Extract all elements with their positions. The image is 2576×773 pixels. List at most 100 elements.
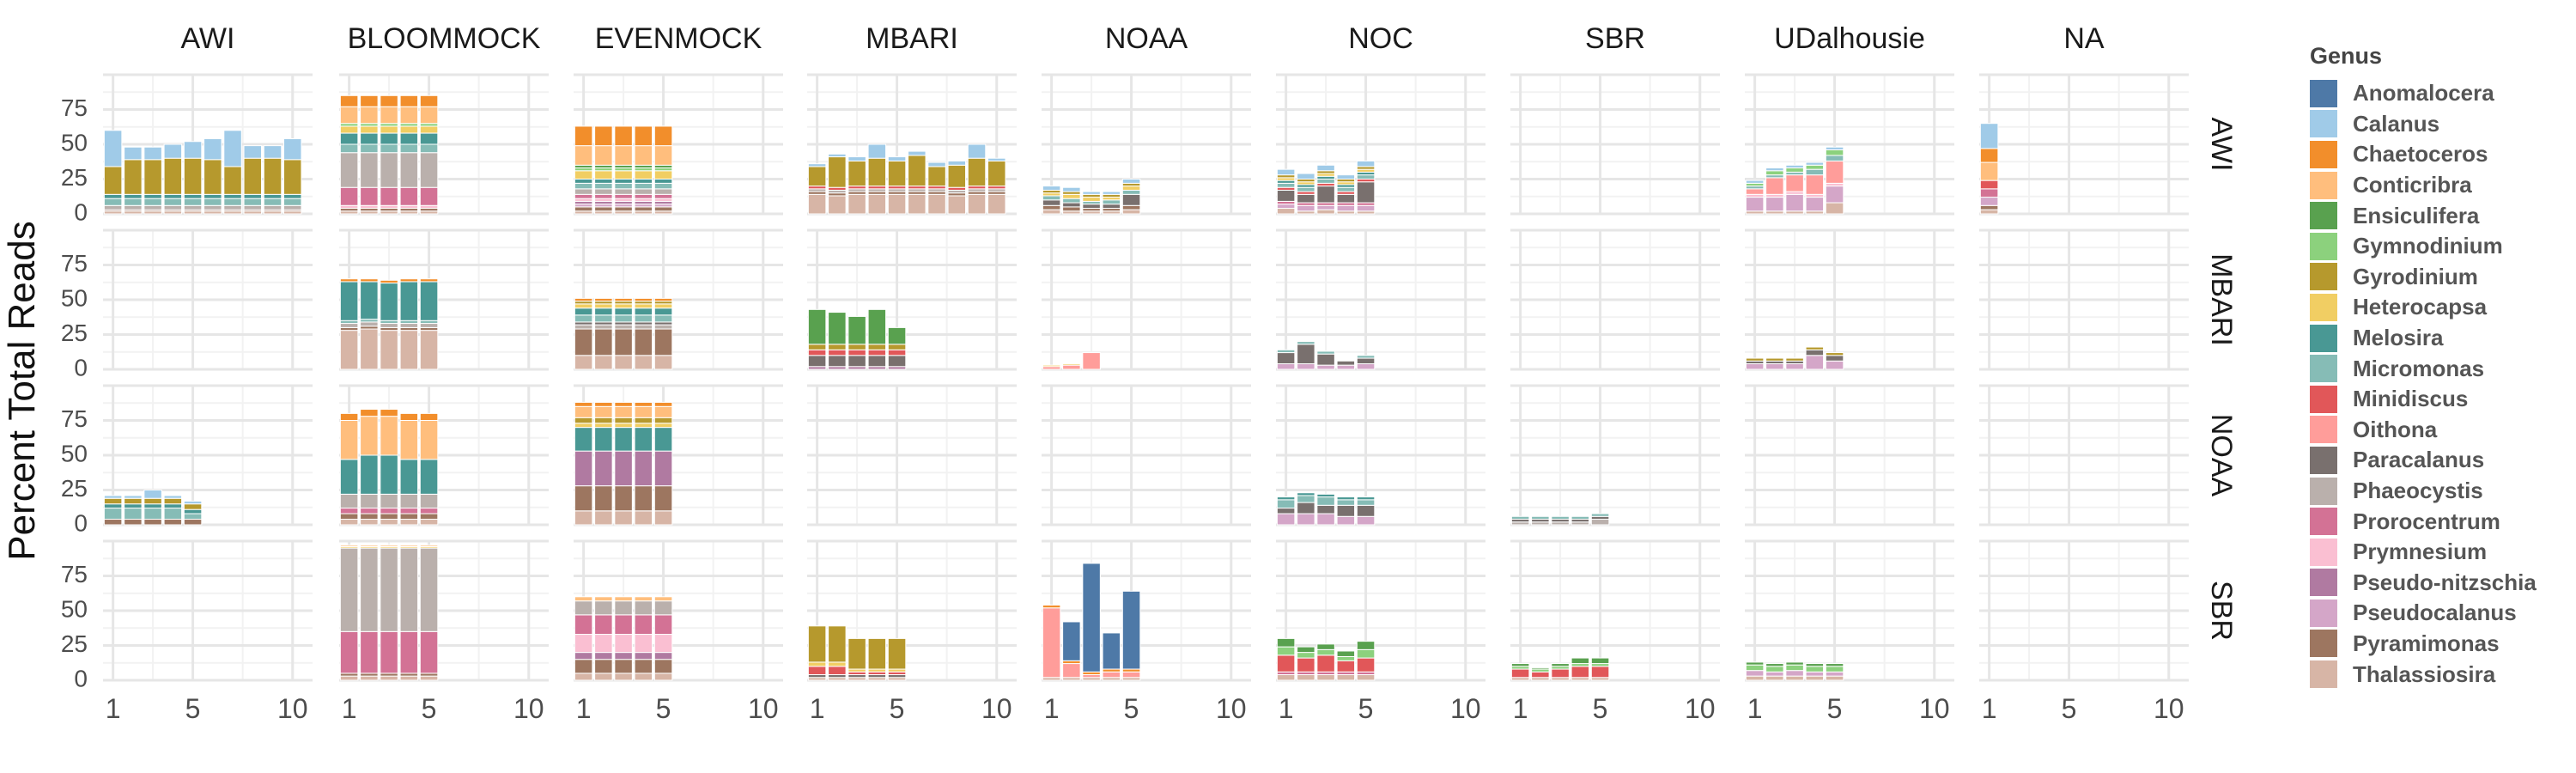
legend-swatch — [2310, 110, 2337, 138]
bar-segment — [634, 303, 653, 309]
bar-segment — [419, 186, 439, 206]
bar-segment — [1785, 664, 1804, 672]
x-tick-label: 5 — [1827, 693, 1843, 724]
bar-segment — [263, 145, 283, 159]
bar-segment — [380, 508, 398, 514]
bar-segment — [1979, 204, 1999, 210]
facet-row-label-noaa: NOAA — [2205, 414, 2238, 497]
bar-segment — [594, 652, 613, 660]
panel-noaa-evenmock — [574, 384, 783, 526]
bar-segment — [574, 314, 593, 323]
bar-segment — [653, 206, 673, 212]
bar-segment — [1316, 493, 1335, 498]
bar-segment — [380, 125, 398, 134]
bar-segment — [574, 145, 593, 166]
bar-segment — [360, 454, 379, 495]
bar-segment — [1805, 349, 1825, 356]
legend-label: Thalassiosira — [2353, 660, 2496, 687]
bar-segment — [1276, 646, 1296, 656]
bar-segment — [243, 145, 263, 159]
bar-segment — [1102, 632, 1121, 670]
bar-segment — [1121, 209, 1141, 215]
bar-segment — [1785, 193, 1804, 212]
bar-segment — [1316, 496, 1335, 506]
bar-segment — [1510, 663, 1530, 667]
x-tick-label: 1 — [810, 693, 825, 724]
bar-segment — [634, 307, 653, 316]
bar-segment — [1297, 674, 1315, 681]
bar-segment — [1356, 499, 1376, 506]
bar-segment — [653, 450, 673, 487]
bar-segment — [243, 193, 263, 199]
bar-segment — [1510, 668, 1530, 679]
bar-segment — [1745, 180, 1765, 184]
panel-sbr-noaa: 1 5 10 — [1042, 539, 1251, 724]
bar-segment — [634, 634, 653, 654]
bar-segment — [574, 485, 593, 512]
bar-segment — [163, 497, 183, 505]
bar-segment — [574, 193, 593, 199]
bar-segment — [103, 204, 123, 210]
x-tick-label: 1 — [1747, 693, 1763, 724]
x-tick-label: 5 — [2062, 693, 2077, 724]
legend-swatch — [2310, 79, 2337, 107]
bar-segment — [594, 188, 613, 195]
bar-segment — [163, 519, 183, 526]
bar-segment — [614, 427, 633, 452]
bar-segment — [594, 179, 613, 184]
x-tick-label: 1 — [342, 693, 357, 724]
bar-segment — [1825, 675, 1844, 681]
bar-segment — [1765, 170, 1784, 176]
bar-segment — [1276, 189, 1296, 202]
bar-segment — [807, 666, 827, 676]
bar-segment — [653, 145, 673, 166]
bar-segment — [380, 416, 398, 456]
bar-segment — [283, 198, 302, 206]
legend-swatch — [2310, 232, 2337, 260]
bar-segment — [263, 198, 283, 206]
bar-segment — [103, 193, 123, 199]
panel-awi-noc — [1276, 73, 1485, 216]
bar-segment — [1336, 499, 1356, 506]
bar-segment — [574, 423, 593, 429]
bar-segment — [163, 157, 183, 195]
bar-segment — [1765, 197, 1784, 212]
bar-segment — [1745, 661, 1765, 666]
bar-segment — [967, 157, 987, 187]
bar-segment — [634, 423, 653, 429]
bar-segment — [867, 143, 887, 159]
bar-segment — [848, 160, 866, 187]
bar-segment — [360, 125, 379, 134]
bar-segment — [1356, 181, 1376, 204]
bar-segment — [419, 323, 439, 328]
bar-segment — [1316, 513, 1335, 526]
y-axis-label: Percent Total Reads — [1, 221, 43, 560]
y-tick-label: 50 — [61, 129, 88, 155]
bar-segment — [380, 283, 398, 321]
facet-col-label-mbari: MBARI — [866, 22, 958, 55]
bar-segment — [807, 344, 827, 350]
bar-segment — [419, 125, 439, 134]
bar-segment — [653, 324, 673, 330]
bar-segment — [653, 614, 673, 636]
bar-segment — [1062, 364, 1081, 370]
legend-label: Ensiculifera — [2353, 202, 2480, 228]
bar-segment — [614, 182, 633, 190]
bar-segment — [163, 204, 183, 210]
bar-segment — [574, 188, 593, 195]
bar-segment — [1316, 204, 1335, 210]
bar-segment — [223, 193, 242, 199]
bar-segment — [594, 355, 613, 370]
bar-segment — [1979, 123, 1999, 149]
bar-segment — [614, 423, 633, 429]
bar-segment — [1805, 164, 1825, 170]
legend-swatch — [2310, 263, 2337, 291]
bar-segment — [574, 297, 593, 302]
bar-segment — [223, 198, 242, 206]
bar-segment — [339, 186, 359, 206]
bar-segment — [380, 409, 398, 417]
panel-sbr-evenmock: 1 5 10 — [574, 539, 783, 724]
x-tick-label: 5 — [1124, 693, 1139, 724]
bar-segment — [143, 204, 162, 210]
bar-segment — [614, 596, 633, 602]
